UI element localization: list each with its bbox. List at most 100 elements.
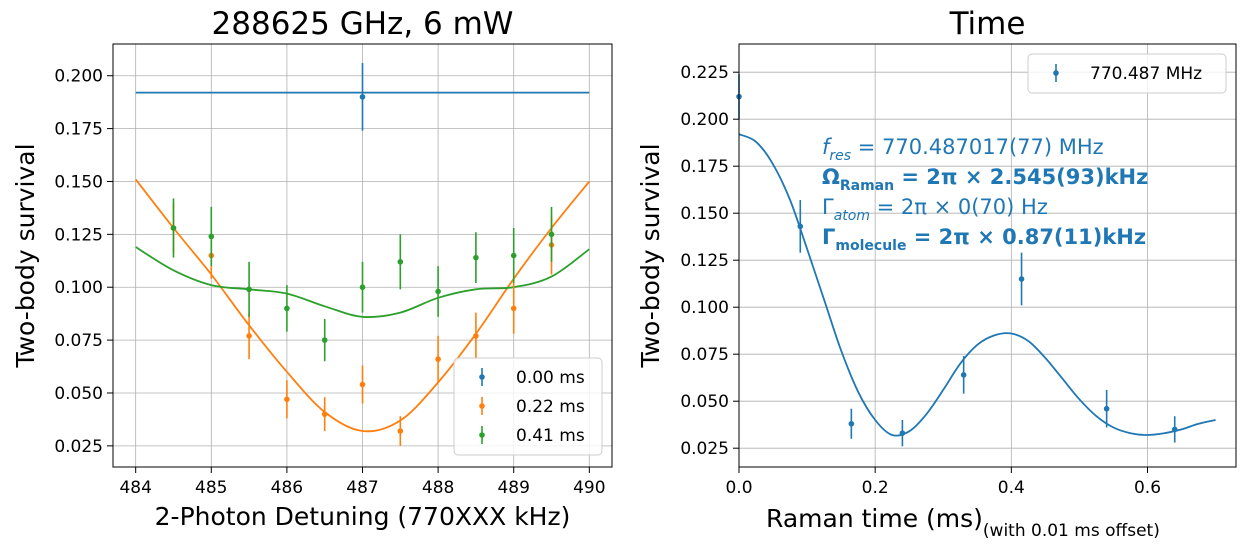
annotation-gamma-atom: Γatom = 2π × 0(70) Hz (822, 195, 1048, 224)
right-axis-ticks: 0.0 0.2 0.4 0.6 0.025 0.050 0.075 0.100 0.125 0.1… (680, 63, 1161, 498)
left-y-tick-label-0-200: 0.200 (54, 67, 103, 87)
right-plot: 0.0 0.2 0.4 0.6 0.025 0.050 0.075 0.100 0.125 0.1… (636, 6, 1237, 541)
right-fit-770-487-mhz (738, 133, 1216, 437)
right-plot-frame (738, 43, 1237, 468)
left-x-tick-label-487: 487 (346, 478, 378, 498)
data-marker (359, 284, 366, 291)
left-legend-label-0-22-ms: 0.22 ms (516, 397, 585, 417)
annotation-f-res: fres = 770.487017(77) MHz (822, 135, 1104, 164)
right-y-tick-label-0-100: 0.100 (680, 298, 729, 318)
left-x-tick-label-490: 490 (573, 478, 605, 498)
data-marker (797, 223, 804, 230)
left-y-tick-label-0-100: 0.100 (54, 278, 103, 298)
left-point-0-41-ms-0 (170, 198, 177, 258)
annotation-f-sub: res (829, 148, 851, 164)
data-marker (170, 225, 177, 231)
left-y-tick-label-0-125: 0.125 (54, 225, 103, 245)
fit-annotation: fres = 770.487017(77) MHz ΩRaman = 2π × … (822, 135, 1148, 254)
data-marker (960, 372, 967, 378)
left-x-tick-label-486: 486 (271, 478, 303, 498)
left-y-axis-label: Two-body survival (11, 143, 40, 368)
left-point-0-41-ms-9 (510, 228, 517, 283)
left-point-0-22-ms-9 (510, 282, 517, 334)
annotation-omega-sub: Raman (840, 178, 894, 194)
annotation-gamma-molecule-value: = 2π × 0.87(11)kHz (906, 225, 1146, 249)
left-chart-title: 288625 GHz, 6 mW (212, 6, 514, 42)
left-point-0-00-ms-0 (359, 63, 366, 131)
left-point-0-22-ms-7 (435, 335, 441, 383)
left-x-tick-label-485: 485 (195, 478, 227, 498)
data-marker (510, 252, 517, 259)
data-marker (208, 233, 215, 240)
left-point-0-22-ms-5 (359, 365, 366, 404)
left-point-0-22-ms-4 (321, 397, 328, 432)
right-legend: 770.487 MHz (1027, 53, 1227, 94)
right-x-tick-label-0-0: 0.0 (725, 478, 752, 498)
data-marker (397, 259, 404, 265)
right-point-770-487-mhz-4 (960, 356, 967, 394)
annotation-gamma-atom-symbol: Γ (822, 195, 834, 219)
left-point-0-41-ms-1 (208, 206, 215, 267)
data-marker (473, 333, 479, 339)
data-marker (435, 356, 441, 362)
data-marker (1018, 276, 1025, 282)
annotation-gamma-atom-sub: atom (834, 208, 870, 224)
data-marker (848, 420, 855, 427)
left-point-0-22-ms-3 (284, 380, 290, 419)
data-marker (284, 305, 290, 312)
right-point-770-487-mhz-1 (797, 200, 804, 253)
left-y-tick-label-0-075: 0.075 (54, 331, 103, 351)
left-point-0-22-ms-2 (246, 312, 252, 360)
right-y-tick-label-0-125: 0.125 (680, 251, 729, 271)
right-chart-title: Time (949, 6, 1026, 42)
right-legend-label-770-487-mhz: 770.487 MHz (1090, 64, 1202, 84)
data-marker (548, 231, 555, 238)
left-y-tick-label-0-050: 0.050 (54, 384, 103, 404)
right-point-770-487-mhz-3 (899, 420, 906, 447)
right-point-770-487-mhz-5 (1018, 252, 1025, 306)
right-y-tick-label-0-075: 0.075 (680, 345, 729, 365)
data-marker (510, 305, 517, 312)
left-legend-marker-0-00-ms (479, 374, 485, 380)
right-x-axis-label-suffix: (with 0.01 ms offset) (983, 521, 1160, 541)
left-point-0-41-ms-4 (321, 318, 328, 362)
right-y-tick-label-0-025: 0.025 (680, 439, 729, 459)
left-point-0-41-ms-7 (435, 266, 441, 317)
annotation-gamma-molecule-symbol: Γ (822, 225, 835, 249)
right-x-axis-label-main: Raman time (ms) (766, 504, 983, 533)
left-point-0-41-ms-2 (246, 261, 252, 317)
data-marker (1103, 405, 1110, 412)
left-legend-marker-0-41-ms (479, 432, 485, 438)
data-marker (397, 428, 404, 434)
data-marker (435, 288, 441, 295)
right-y-tick-label-0-225: 0.225 (680, 63, 729, 83)
right-legend-box (1027, 53, 1227, 94)
annotation-gamma-molecule-sub: molecule (835, 238, 906, 254)
left-plot: 484 485 486 487 488 489 490 0.025 0.050 0.075 0.10… (11, 6, 613, 531)
left-y-tick-label-0-025: 0.025 (54, 437, 103, 457)
left-point-0-41-ms-6 (397, 234, 404, 290)
left-point-0-41-ms-8 (473, 232, 479, 283)
annotation-gamma-molecule: Γmolecule = 2π × 0.87(11)kHz (822, 225, 1146, 254)
right-y-tick-label-0-050: 0.050 (680, 392, 729, 412)
left-legend-marker-0-22-ms (479, 403, 485, 409)
right-y-axis-label: Two-body survival (636, 143, 665, 368)
left-x-axis-label: 2-Photon Detuning (770XXX kHz) (155, 502, 571, 531)
right-y-tick-label-0-175: 0.175 (680, 157, 729, 177)
left-legend-label-0-41-ms: 0.41 ms (516, 426, 585, 446)
left-point-0-41-ms-3 (284, 285, 290, 332)
data-marker (359, 94, 366, 100)
data-marker (284, 396, 290, 403)
annotation-f-symbol: f (822, 135, 833, 159)
data-marker (321, 411, 328, 417)
right-y-tick-label-0-150: 0.150 (680, 204, 729, 224)
right-legend-marker-770-487-mhz (1053, 70, 1059, 76)
left-point-0-41-ms-10 (548, 206, 555, 262)
right-grid (738, 44, 1236, 467)
right-x-tick-label-0-4: 0.4 (998, 478, 1025, 498)
left-x-tick-label-484: 484 (119, 478, 151, 498)
right-fit-curves (738, 133, 1216, 437)
left-legend-label-0-00-ms: 0.00 ms (516, 368, 585, 388)
annotation-gamma-atom-value: = 2π × 0(70) Hz (870, 195, 1048, 219)
